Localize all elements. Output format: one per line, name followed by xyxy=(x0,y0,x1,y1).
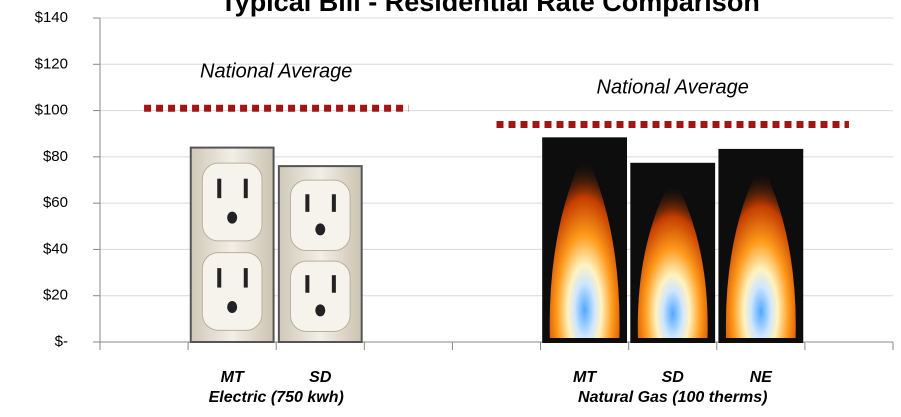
chart-title: Typical Bill - Residential Rate Comparis… xyxy=(220,0,760,17)
outlet-slot xyxy=(332,275,336,293)
outlet-face xyxy=(202,163,262,241)
x-tick-label: MT xyxy=(221,369,245,386)
x-tick-label: SD xyxy=(309,369,332,386)
y-tick-label: $60 xyxy=(43,194,68,211)
group-label: Natural Gas (100 therms) xyxy=(578,389,767,406)
y-tick-label: $120 xyxy=(35,55,68,72)
y-tick-label: $140 xyxy=(35,9,68,26)
y-tick-label: $- xyxy=(55,333,68,350)
x-tick-label: SD xyxy=(662,369,685,386)
outlet-slot xyxy=(217,179,221,198)
x-tick-label: MT xyxy=(573,369,597,386)
outlet-ground xyxy=(227,212,237,224)
outlet-slot xyxy=(244,179,248,198)
outlet-ground xyxy=(315,223,325,235)
group-label: Electric (750 kwh) xyxy=(209,389,344,406)
outlet-slot xyxy=(305,194,309,212)
reference-label: National Average xyxy=(200,61,352,83)
y-tick-label: $40 xyxy=(43,240,68,257)
outlet-slot xyxy=(305,275,309,293)
outlet-face xyxy=(290,261,350,331)
chart: Typical Bill - Residential Rate Comparis… xyxy=(0,0,901,417)
outlet-slot xyxy=(244,268,248,287)
outlet-slot xyxy=(217,268,221,287)
outlet-face xyxy=(202,253,262,331)
outlet-ground xyxy=(227,301,237,313)
page: {"chart_data": {"type": "bar", "title": … xyxy=(0,0,901,417)
outlet-slot xyxy=(332,194,336,212)
y-tick-label: $80 xyxy=(43,148,68,165)
reference-label: National Average xyxy=(597,77,749,99)
y-tick-label: $100 xyxy=(35,102,68,119)
x-tick-label: NE xyxy=(750,369,774,386)
y-tick-label: $20 xyxy=(43,287,68,304)
outlet-ground xyxy=(315,304,325,316)
outlet-face xyxy=(290,180,350,250)
